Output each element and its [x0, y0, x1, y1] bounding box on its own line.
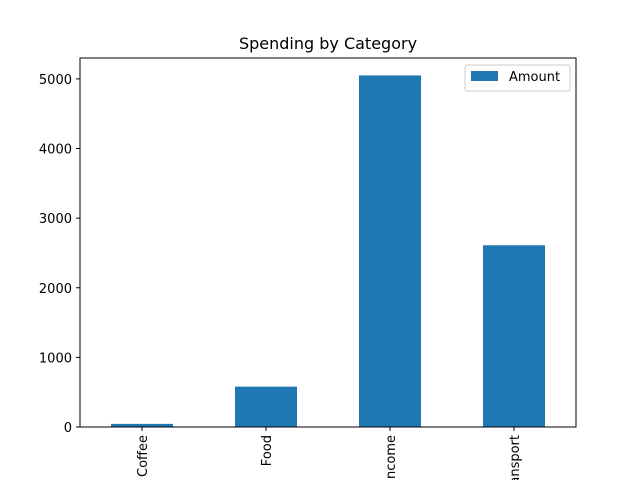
- y-tick-label-5000: 5000: [39, 73, 72, 88]
- bar-income: [359, 75, 421, 427]
- y-tick-label-4000: 4000: [39, 143, 72, 158]
- plot-frame: [79, 57, 577, 428]
- x-tick-label-food: Food: [260, 435, 275, 466]
- legend-label: Amount: [509, 70, 560, 85]
- x-tick-label-coffee: Coffee: [136, 435, 151, 477]
- y-axis: 0 1000 2000 3000 4000 5000: [39, 73, 80, 436]
- x-tick-label-transport: Transport: [508, 435, 523, 480]
- bar-coffee: [111, 423, 173, 427]
- bars-layer: [111, 75, 545, 427]
- y-tick-label-2000: 2000: [39, 282, 72, 297]
- x-axis: Coffee Food Income Transport: [136, 427, 523, 480]
- y-tick-label-3000: 3000: [39, 212, 72, 227]
- legend-swatch: [471, 71, 498, 81]
- x-tick-label-income: Income: [384, 435, 399, 480]
- chart-title: Spending by Category: [239, 34, 417, 53]
- bar-transport: [483, 245, 545, 427]
- legend: Amount: [464, 64, 571, 92]
- y-tick-label-1000: 1000: [39, 351, 72, 366]
- bar-food: [235, 386, 297, 427]
- y-tick-label-0: 0: [64, 421, 72, 436]
